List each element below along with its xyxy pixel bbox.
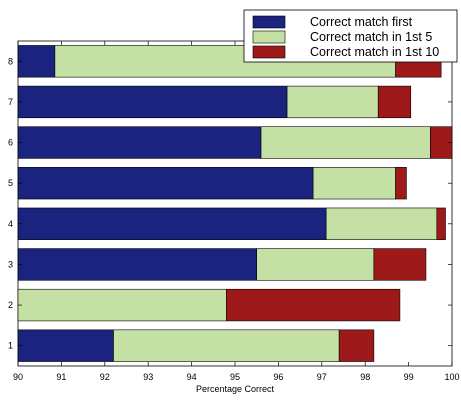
legend-label-3: Correct match in 1st 10 — [310, 45, 439, 59]
bar-cat-6-series-1 — [17, 126, 262, 159]
bar-cat-6-series-2 — [260, 126, 431, 159]
bar-cat-3-series-2 — [256, 248, 375, 281]
bar-cat-5-series-3 — [395, 167, 407, 200]
legend-label-2: Correct match in 1st 5 — [310, 30, 432, 44]
legend-swatch-1 — [252, 15, 286, 29]
bar-cat-5-series-1 — [17, 167, 314, 200]
bar-cat-4-series-1 — [17, 207, 327, 240]
legend-label-1: Correct match first — [310, 15, 413, 29]
x-tick-label: 91 — [56, 372, 66, 382]
x-axis-label: Percentage Correct — [196, 384, 275, 394]
bar-cat-7-series-1 — [17, 85, 288, 119]
plot-area: 90 91 92 93 94 95 96 97 98 99 100 1 2 3 4 5 6 7 8 — [8, 40, 460, 382]
y-tick-label: 5 — [8, 178, 13, 188]
bar-cat-2-series-2 — [17, 288, 227, 322]
y-tick-label: 7 — [8, 97, 13, 107]
x-tick-label: 98 — [360, 372, 370, 382]
y-tick-label: 8 — [8, 56, 13, 66]
y-tick-label: 2 — [8, 300, 13, 310]
x-tick-label: 97 — [317, 372, 327, 382]
x-tick-label: 99 — [404, 372, 414, 382]
x-tick-label: 93 — [143, 372, 153, 382]
bar-cat-5-series-2 — [312, 167, 396, 200]
bar-cat-2-series-3 — [226, 288, 401, 322]
y-tick-label: 1 — [8, 341, 13, 351]
legend-swatch-2 — [252, 30, 286, 44]
x-axis: 90 91 92 93 94 95 96 97 98 99 100 — [13, 41, 460, 382]
y-axis: 1 2 3 4 5 6 7 8 — [8, 56, 452, 351]
bar-cat-7-series-3 — [377, 85, 412, 119]
x-tick-label: 90 — [13, 372, 23, 382]
bar-cat-8-series-1 — [17, 45, 56, 78]
bars-group — [17, 45, 453, 362]
x-tick-label: 95 — [230, 372, 240, 382]
bar-cat-4-series-3 — [436, 207, 446, 240]
bar-cat-7-series-2 — [286, 85, 379, 119]
legend-swatch-3 — [252, 45, 286, 59]
bar-cat-1-series-1 — [17, 329, 114, 362]
x-tick-label: 100 — [444, 372, 459, 382]
x-tick-label: 92 — [100, 372, 110, 382]
bar-cat-1-series-2 — [113, 329, 340, 362]
y-tick-label: 4 — [8, 219, 13, 229]
bar-cat-3-series-1 — [17, 248, 257, 281]
bar-cat-1-series-3 — [338, 329, 375, 362]
bar-cat-3-series-3 — [373, 248, 427, 281]
y-tick-label: 3 — [8, 259, 13, 269]
x-tick-label: 94 — [187, 372, 197, 382]
bar-cat-4-series-2 — [325, 207, 438, 240]
x-tick-label: 96 — [273, 372, 283, 382]
y-tick-label: 6 — [8, 138, 13, 148]
